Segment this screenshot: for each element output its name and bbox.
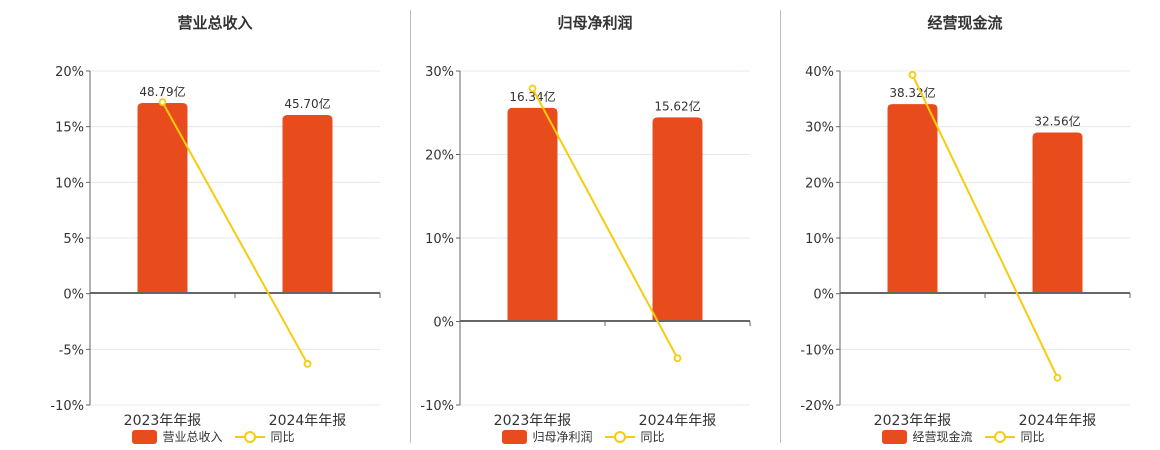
x-category-label: 2024年年报 [1019,413,1097,429]
x-category-label: 2023年年报 [494,413,572,429]
y-tick-label: 20% [55,65,84,80]
bar-legend-label[interactable]: 营业总收入 [162,430,223,444]
bar-value-label: 45.70亿 [284,96,330,111]
x-category-label: 2024年年报 [269,413,347,429]
bar[interactable] [507,107,558,322]
yoy-legend-icon[interactable] [234,430,265,444]
chart-legend: 归母净利润 同比 [501,428,665,445]
yoy-line [531,88,679,359]
bar-value-label: 16.34亿 [509,89,555,104]
chart-legend: 营业总收入 同比 [131,428,295,445]
chart-legend: 经营现金流 同比 [881,428,1045,445]
y-tick-label: 0% [813,288,834,303]
y-tick-label: 0% [433,316,454,331]
y-tick-label: -10% [50,399,84,414]
x-category-label: 2023年年报 [874,413,952,429]
yoy-point[interactable] [673,354,682,363]
bar[interactable] [1032,132,1083,293]
y-tick-label: -5% [59,343,84,358]
yoy-legend-icon[interactable] [604,430,635,444]
bar[interactable] [652,117,703,321]
y-tick-label: 0% [63,288,84,303]
yoy-legend-icon[interactable] [984,430,1015,444]
separator-2 [780,10,781,443]
y-tick-label: -10% [800,343,834,358]
chart-title: 归母净利润 [557,14,633,32]
y-tick-label: 20% [425,149,454,164]
bar[interactable] [887,104,938,293]
yoy-point[interactable] [528,84,537,93]
yoy-line [161,101,309,365]
x-category-label: 2023年年报 [124,413,202,429]
bar-legend-label[interactable]: 经营现金流 [912,430,973,444]
y-tick-label: 10% [425,232,454,247]
yoy-point[interactable] [908,70,917,79]
bar-value-label: 48.79亿 [139,84,185,99]
x-category-label: 2024年年报 [639,413,717,429]
y-tick-label: 20% [805,176,834,191]
bar[interactable] [137,103,188,293]
bar-legend-swatch[interactable] [131,429,157,444]
y-tick-label: 40% [805,65,834,80]
y-tick-label: 30% [805,121,834,136]
chart-3: 40% 30% 20% 10% 0% -10% -20% 38.32亿 32.56亿 2023年年… [800,65,1131,429]
bar-value-label: 32.56亿 [1034,113,1080,128]
yoy-point[interactable] [303,359,312,368]
y-tick-label: -10% [420,399,454,414]
chart-title: 经营现金流 [927,14,1003,32]
y-tick-label: 30% [425,65,454,80]
yoy-legend-label[interactable]: 同比 [270,430,295,444]
bar-legend-swatch[interactable] [501,429,527,444]
yoy-legend-label[interactable]: 同比 [1020,430,1045,444]
chart-1: 20% 15% 10% 5% 0% -5% -10% 48.79亿 45.70亿 2023年年报 2… [50,65,381,429]
separator-1 [410,10,411,443]
bar[interactable] [282,115,333,294]
yoy-point[interactable] [1053,373,1062,382]
y-tick-label: 10% [55,176,84,191]
chart-2: 30% 20% 10% 0% -10% 16.34亿 15.62亿 2023年年报 2024年年… [420,65,751,429]
y-tick-label: -20% [800,399,834,414]
y-tick-label: 15% [55,121,84,136]
y-tick-label: 5% [63,232,84,247]
bar-legend-label[interactable]: 归母净利润 [532,430,593,444]
yoy-point[interactable] [158,98,167,107]
bar-value-label: 38.32亿 [889,85,935,100]
y-tick-label: 10% [805,232,834,247]
bar-value-label: 15.62亿 [654,98,700,113]
yoy-line [911,74,1059,379]
yoy-legend-label[interactable]: 同比 [640,430,665,444]
chart-title: 营业总收入 [177,14,253,32]
bar-legend-swatch[interactable] [881,429,907,444]
